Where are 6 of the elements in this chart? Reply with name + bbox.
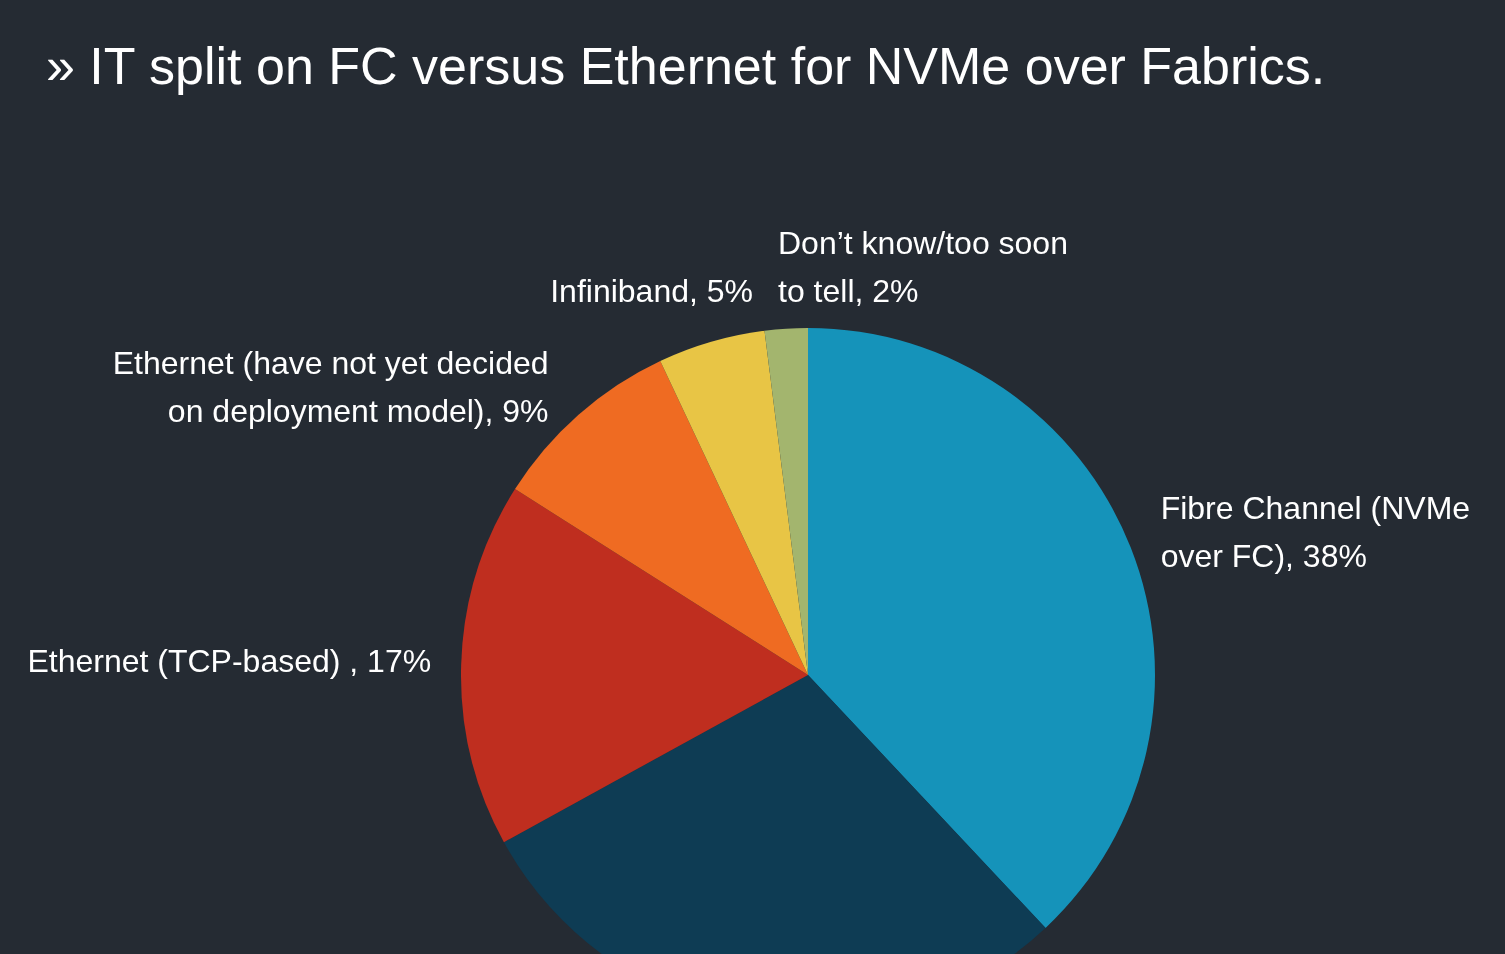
slice-label: Fibre Channel (NVMe over FC), 38% bbox=[1160, 490, 1471, 575]
chart-title: » IT split on FC versus Ethernet for NVMe over Fabrics. bbox=[46, 36, 1326, 96]
slice-label: Ethernet (have not yet decided on deployment model), 9% bbox=[112, 344, 549, 429]
slice-label: Infiniband, 5% bbox=[550, 272, 753, 309]
slice-label: Don’t know/too soon to tell, 2% bbox=[778, 224, 1068, 309]
slice-label: Ethernet (TCP-based) , 17% bbox=[27, 642, 432, 679]
